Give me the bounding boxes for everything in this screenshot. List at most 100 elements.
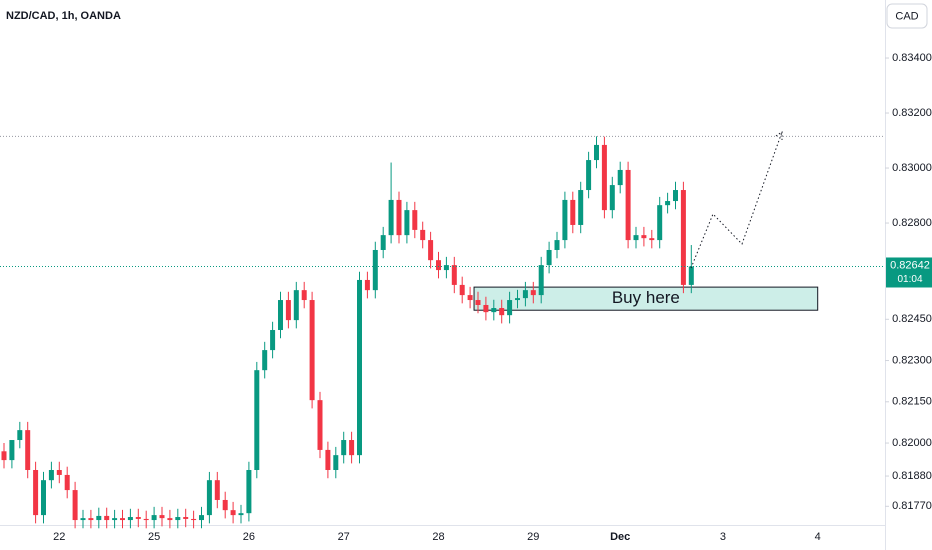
candle-body (380, 235, 386, 250)
candle-body (120, 518, 125, 521)
projection-path (690, 131, 783, 269)
x-tick-label: 25 (148, 531, 160, 543)
candle-body (104, 515, 110, 521)
candle-body (680, 190, 686, 285)
candle-body (183, 517, 189, 519)
candle-body (641, 235, 647, 239)
candle-body (96, 515, 102, 521)
candle-body (285, 300, 291, 321)
candle-body (570, 199, 576, 225)
countdown-label: 01:04 (897, 274, 922, 285)
candle-body (617, 169, 623, 186)
candle-body (372, 249, 378, 291)
y-tick-label: 0.82450 (892, 313, 932, 325)
x-tick-label: 27 (338, 531, 350, 543)
candle-body (175, 517, 181, 521)
candle-body (127, 517, 133, 521)
candle-body (167, 518, 173, 521)
candle-body (301, 290, 307, 301)
candle-body (538, 265, 544, 296)
y-tick-label: 0.81880 (892, 470, 932, 482)
candle-body (17, 430, 23, 441)
candle-body (546, 249, 552, 266)
candle-body (483, 304, 489, 313)
candle-body (388, 199, 394, 236)
candle-body (270, 330, 276, 351)
x-tick-label: Dec (610, 531, 630, 543)
candle-body (262, 350, 268, 371)
candle-body (428, 240, 434, 261)
candle-body (143, 518, 149, 521)
candle-body (135, 517, 141, 519)
candle-body (530, 290, 536, 296)
candle-body (254, 370, 260, 470)
candle-body (25, 430, 31, 470)
candle-body (56, 469, 62, 475)
candle-body (214, 480, 220, 500)
candle-body (80, 518, 86, 521)
candle-body (349, 440, 355, 456)
currency-label[interactable]: CAD (895, 10, 918, 22)
candle-body (357, 279, 362, 456)
plot: 0.83400 0.83200 0.83000 0.82800 0.82450 0.823… (0, 52, 932, 543)
candle-body (491, 308, 497, 313)
candle-body (601, 144, 607, 211)
y-tick-label: 0.81770 (892, 500, 932, 512)
candle-body (578, 190, 584, 225)
candle-body (554, 240, 560, 250)
candle-body (436, 260, 441, 271)
y-tick-label: 0.83400 (892, 52, 932, 64)
candle-body (562, 199, 568, 241)
candle-body (459, 284, 465, 296)
candle-body (309, 300, 315, 401)
candle-body (412, 210, 418, 230)
candle-body (420, 229, 426, 241)
x-tick-label: 4 (815, 531, 821, 543)
candle-body (72, 490, 78, 521)
candle-body (657, 205, 663, 241)
candle-body (522, 290, 528, 299)
candle-body (594, 144, 599, 161)
candle-body (159, 515, 165, 519)
y-tick-label: 0.82300 (892, 354, 932, 366)
candle-body (151, 515, 157, 521)
candle-body (467, 295, 473, 301)
y-tick-label: 0.82000 (892, 437, 932, 449)
currency-button[interactable] (886, 3, 928, 29)
candle-body (609, 185, 615, 211)
current-price-label: 0.82642 (890, 259, 930, 271)
candle-body (625, 169, 631, 241)
candle-body (64, 474, 70, 491)
candle-body (499, 308, 505, 316)
candle-body (9, 440, 15, 461)
x-tick-label: 22 (53, 531, 65, 543)
candle-body (396, 199, 402, 236)
candle-body (222, 499, 228, 511)
y-tick-label: 0.83200 (892, 107, 932, 119)
candle-body (633, 235, 639, 241)
candle-body (673, 190, 678, 202)
y-tick-label: 0.82800 (892, 217, 932, 229)
candle-body (404, 210, 410, 236)
candle-body (341, 440, 347, 456)
candle-body (1, 451, 7, 461)
candle-body (515, 298, 520, 301)
buy-zone-label: Buy here (612, 288, 680, 307)
candle-body (206, 480, 212, 516)
candle-body (191, 518, 197, 521)
candle-body (112, 518, 118, 521)
y-tick-label: 0.83000 (892, 162, 932, 174)
candle-body (246, 469, 252, 514)
candle-body (293, 290, 299, 321)
candle-body (199, 515, 204, 521)
candle-body (586, 160, 592, 191)
candle-body (88, 518, 94, 521)
buy-zone (473, 286, 819, 311)
candle-body (665, 201, 671, 206)
candle-body (33, 469, 39, 516)
y-tick-label: 0.82150 (892, 396, 932, 408)
candle-body (48, 469, 54, 481)
candle-body (507, 300, 513, 316)
candle-body (325, 449, 331, 470)
